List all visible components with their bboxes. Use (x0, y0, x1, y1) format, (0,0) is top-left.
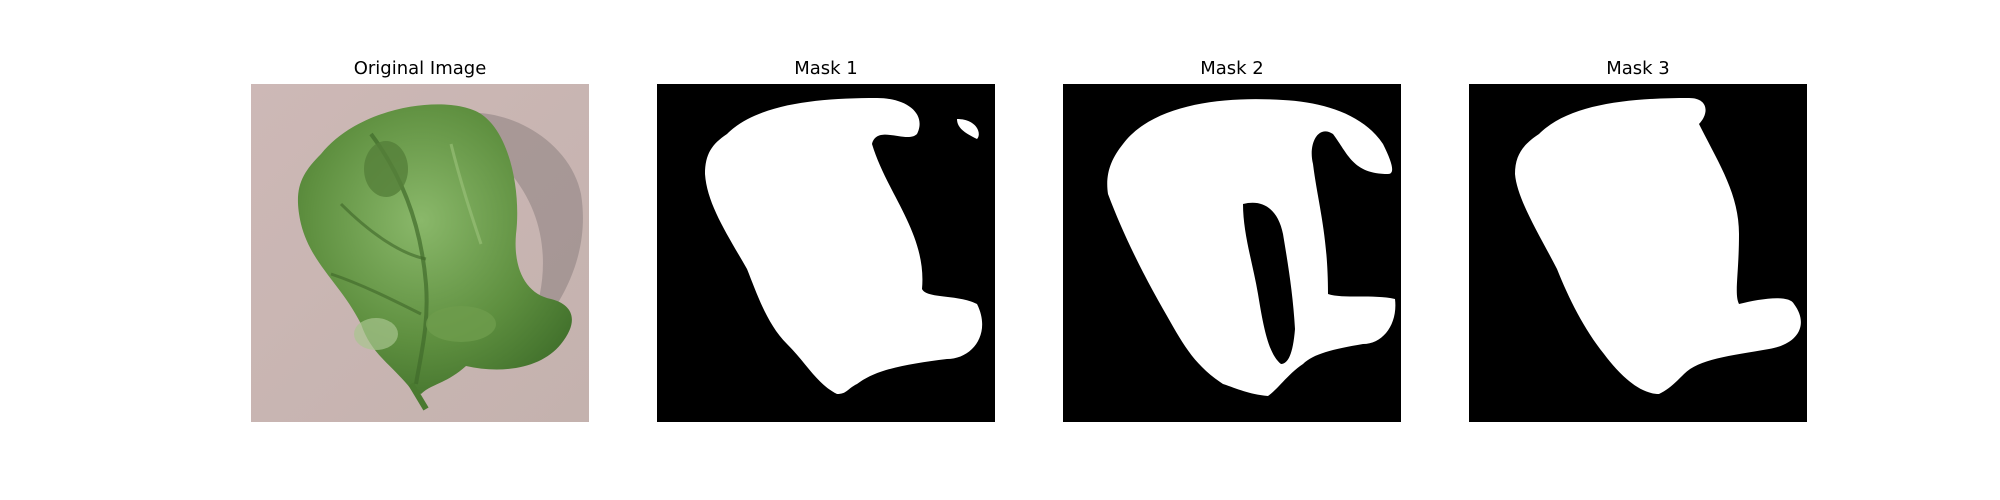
panel-mask-2: Mask 2 (1063, 0, 1401, 500)
mask-1-image (657, 84, 995, 422)
panel-mask-3: Mask 3 (1469, 0, 1807, 500)
panel-title: Mask 3 (1606, 58, 1670, 79)
mask-2-image (1063, 84, 1401, 422)
panel-title: Mask 1 (794, 58, 858, 79)
mask-3-image (1469, 84, 1807, 422)
panel-mask-1: Mask 1 (657, 0, 995, 500)
panel-original: Original Image (251, 0, 589, 500)
leaf-photo (251, 84, 589, 422)
panel-title: Original Image (353, 58, 487, 79)
panel-title: Mask 2 (1200, 58, 1264, 79)
